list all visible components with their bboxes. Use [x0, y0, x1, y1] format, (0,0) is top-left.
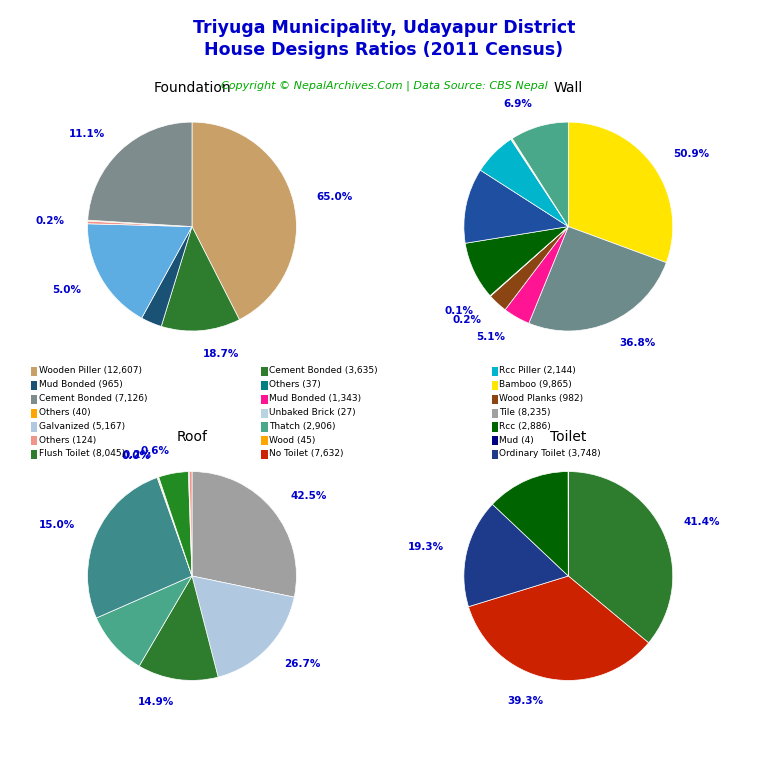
Wedge shape	[490, 227, 568, 296]
Wedge shape	[189, 472, 192, 576]
Wedge shape	[511, 139, 568, 227]
Text: 39.3%: 39.3%	[507, 696, 543, 706]
Wedge shape	[468, 576, 649, 680]
Text: Thatch (2,906): Thatch (2,906)	[269, 422, 336, 431]
Text: Rcc Piller (2,144): Rcc Piller (2,144)	[499, 366, 576, 376]
Text: 41.4%: 41.4%	[684, 517, 720, 527]
Wedge shape	[490, 227, 568, 296]
Wedge shape	[158, 477, 192, 576]
Text: Others (124): Others (124)	[38, 435, 96, 445]
Wedge shape	[464, 170, 568, 243]
Wedge shape	[192, 472, 296, 598]
Title: Foundation: Foundation	[153, 81, 231, 94]
Wedge shape	[188, 472, 192, 576]
Text: Cement Bonded (7,126): Cement Bonded (7,126)	[38, 394, 147, 403]
Wedge shape	[568, 472, 673, 643]
Wedge shape	[139, 576, 218, 680]
Wedge shape	[529, 227, 667, 331]
Text: 42.5%: 42.5%	[291, 491, 327, 501]
Title: Roof: Roof	[177, 430, 207, 444]
Text: 0.6%: 0.6%	[141, 445, 169, 455]
Text: 14.9%: 14.9%	[138, 697, 174, 707]
Text: 5.0%: 5.0%	[52, 285, 81, 295]
Text: Rcc (2,886): Rcc (2,886)	[499, 422, 551, 431]
Text: 19.3%: 19.3%	[408, 542, 444, 552]
Text: Galvanized (5,167): Galvanized (5,167)	[38, 422, 124, 431]
Text: Bamboo (9,865): Bamboo (9,865)	[499, 380, 572, 389]
Text: Unbaked Brick (27): Unbaked Brick (27)	[269, 408, 356, 417]
Text: Wood Planks (982): Wood Planks (982)	[499, 394, 584, 403]
Text: 36.8%: 36.8%	[620, 338, 656, 348]
Wedge shape	[88, 478, 192, 618]
Text: Copyright © NepalArchives.Com | Data Source: CBS Nepal: Copyright © NepalArchives.Com | Data Sou…	[220, 81, 548, 91]
Text: 5.1%: 5.1%	[476, 333, 505, 343]
Wedge shape	[512, 122, 568, 227]
Text: Tile (8,235): Tile (8,235)	[499, 408, 551, 417]
Text: Wood (45): Wood (45)	[269, 435, 316, 445]
Wedge shape	[88, 223, 192, 318]
Text: 0.1%: 0.1%	[444, 306, 473, 316]
Text: Flush Toilet (8,045): Flush Toilet (8,045)	[38, 449, 124, 458]
Wedge shape	[96, 576, 192, 666]
Wedge shape	[88, 122, 192, 227]
Text: 15.0%: 15.0%	[39, 521, 75, 531]
Text: 6.9%: 6.9%	[504, 99, 533, 109]
Text: 65.0%: 65.0%	[316, 192, 353, 202]
Text: Mud (4): Mud (4)	[499, 435, 534, 445]
Wedge shape	[192, 576, 294, 677]
Wedge shape	[464, 505, 568, 607]
Text: Ordinary Toilet (3,748): Ordinary Toilet (3,748)	[499, 449, 601, 458]
Wedge shape	[88, 221, 192, 227]
Text: 0.2%: 0.2%	[453, 315, 482, 325]
Text: 0.2%: 0.2%	[35, 217, 65, 227]
Text: Others (40): Others (40)	[38, 408, 90, 417]
Wedge shape	[159, 472, 192, 576]
Text: 18.7%: 18.7%	[203, 349, 240, 359]
Text: Triyuga Municipality, Udayapur District
House Designs Ratios (2011 Census): Triyuga Municipality, Udayapur District …	[193, 19, 575, 59]
Text: Cement Bonded (3,635): Cement Bonded (3,635)	[269, 366, 378, 376]
Wedge shape	[505, 227, 568, 323]
Title: Wall: Wall	[554, 81, 583, 94]
Wedge shape	[491, 227, 568, 310]
Wedge shape	[88, 220, 192, 227]
Text: Others (37): Others (37)	[269, 380, 321, 389]
Text: 26.7%: 26.7%	[284, 659, 321, 669]
Text: Mud Bonded (1,343): Mud Bonded (1,343)	[269, 394, 361, 403]
Wedge shape	[141, 227, 192, 326]
Text: 11.1%: 11.1%	[68, 129, 104, 139]
Text: No Toilet (7,632): No Toilet (7,632)	[269, 449, 343, 458]
Text: 50.9%: 50.9%	[673, 149, 709, 159]
Text: Wooden Piller (12,607): Wooden Piller (12,607)	[38, 366, 141, 376]
Wedge shape	[192, 122, 296, 319]
Text: 0.0%: 0.0%	[121, 451, 150, 461]
Wedge shape	[568, 122, 673, 263]
Wedge shape	[465, 227, 568, 296]
Text: 0.2%: 0.2%	[122, 450, 151, 460]
Wedge shape	[161, 227, 240, 331]
Text: Mud Bonded (965): Mud Bonded (965)	[38, 380, 122, 389]
Wedge shape	[492, 472, 568, 576]
Wedge shape	[157, 477, 192, 576]
Title: Toilet: Toilet	[550, 430, 587, 444]
Wedge shape	[511, 138, 568, 227]
Wedge shape	[481, 139, 568, 227]
